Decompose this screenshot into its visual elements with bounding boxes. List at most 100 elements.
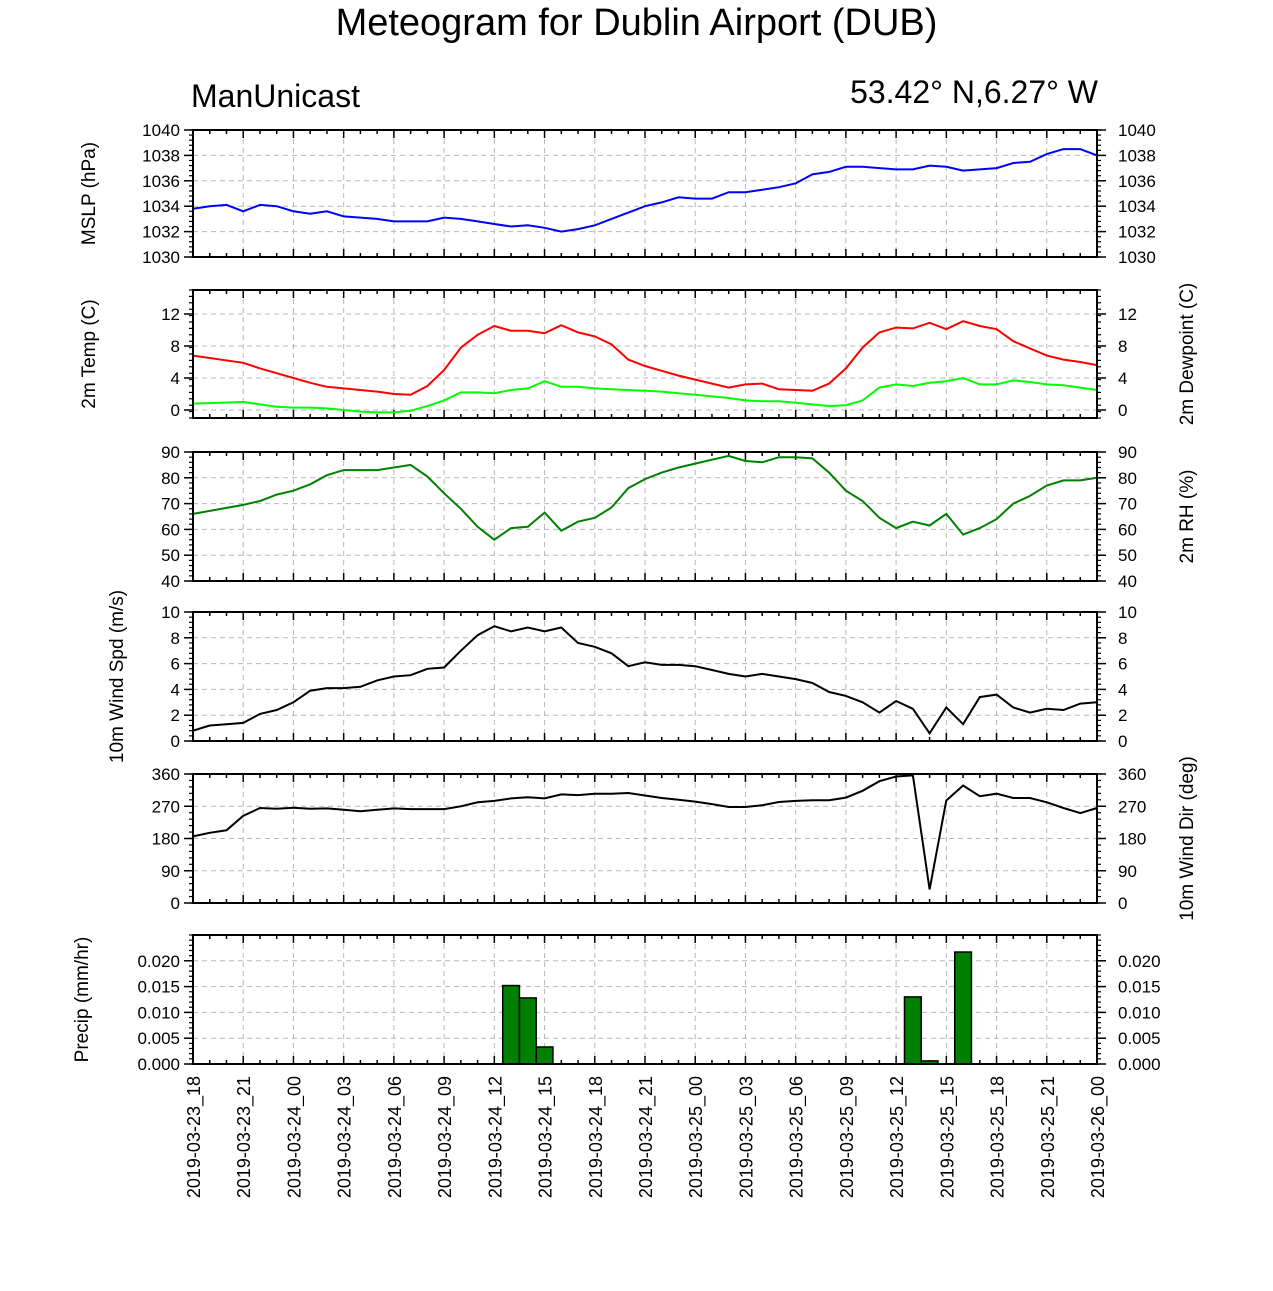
- panel-frame: [192, 289, 1098, 419]
- y-tick-label: 0.020: [137, 952, 180, 971]
- y-tick-label-right: 0: [1118, 894, 1127, 913]
- x-tick-label: 2019-03-24_09: [435, 1076, 456, 1198]
- y-tick-label-right: 50: [1118, 546, 1137, 565]
- y-tick-label-right: 80: [1118, 469, 1137, 488]
- x-tick-label: 2019-03-24_06: [385, 1076, 406, 1198]
- chart-title: Meteogram for Dublin Airport (DUB): [335, 2, 938, 44]
- x-tick-label: 2019-03-24_12: [485, 1076, 506, 1198]
- y-tick-label: 0.005: [137, 1029, 180, 1048]
- x-tick-label: 2019-03-25_12: [887, 1076, 908, 1198]
- y-tick-label-right: 0: [1118, 401, 1127, 420]
- panel-frame: [192, 129, 1098, 258]
- y-tick-label-right: 70: [1118, 495, 1137, 514]
- y-tick-label: 4: [171, 680, 180, 699]
- series-line-1: [192, 320, 1098, 396]
- y-tick-label: 70: [161, 495, 180, 514]
- precip-bar: [501, 984, 521, 1065]
- series-line-1: [192, 774, 1098, 890]
- y-tick-label: 0: [171, 732, 180, 751]
- y-tick-label: 0.000: [137, 1055, 180, 1074]
- y-tick-label: 1032: [142, 223, 180, 242]
- y-tick-label-right: 90: [1118, 862, 1137, 881]
- y-tick-label-right: 1038: [1118, 146, 1156, 165]
- y-axis-label: MSLP (hPa): [79, 142, 100, 245]
- x-tick-label: 2019-03-24_18: [586, 1076, 607, 1198]
- y-tick-label-right: 8: [1118, 337, 1127, 356]
- y-tick-label: 0: [171, 894, 180, 913]
- y-tick-label-right: 2: [1118, 706, 1127, 725]
- y-tick-label-right: 180: [1118, 830, 1146, 849]
- y-axis-label-right: 2m RH (%): [1177, 470, 1198, 564]
- x-axis: 2019-03-23_18 2019-03-23_21 2019-03-24_00 2…: [184, 1076, 1109, 1198]
- y-tick-label-right: 0.005: [1118, 1029, 1161, 1048]
- y-tick-label: 360: [152, 765, 180, 784]
- panel-6: 0.000 0.000 0.005 0.005 0.010 0.010 0.015 0.015…: [72, 934, 1161, 1074]
- y-tick-label: 180: [152, 830, 180, 849]
- y-tick-label: 60: [161, 520, 180, 539]
- y-tick-label-right: 40: [1118, 572, 1137, 591]
- x-tick-label: 2019-03-24_21: [636, 1076, 657, 1198]
- panel-5: 0 0 90 90 180 180 270 270 360 360 10m Wind Dir (de…: [152, 756, 1198, 921]
- station-coordinates: 53.42° N,6.27° W: [850, 74, 1098, 110]
- y-axis-label-right: 10m Wind Dir (deg): [1177, 756, 1198, 921]
- y-tick-label-right: 0.000: [1118, 1055, 1161, 1074]
- y-tick-label: 50: [161, 546, 180, 565]
- y-tick-label: 0: [171, 401, 180, 420]
- y-tick-label: 8: [171, 629, 180, 648]
- y-tick-label: 1040: [142, 121, 180, 140]
- x-tick-label: 2019-03-23_18: [184, 1076, 205, 1198]
- y-tick-label: 90: [161, 443, 180, 462]
- y-tick-label-right: 0.020: [1118, 952, 1161, 971]
- panel-1: 1030 1030 1032 1032 1034 1034 1036 1036 1038 1038…: [79, 121, 1156, 267]
- precip-bar: [535, 1046, 554, 1065]
- x-tick-label: 2019-03-25_15: [937, 1076, 958, 1198]
- y-tick-label: 40: [161, 572, 180, 591]
- y-tick-label-right: 90: [1118, 443, 1137, 462]
- y-tick-label-right: 8: [1118, 629, 1127, 648]
- x-tick-label: 2019-03-24_15: [536, 1076, 557, 1198]
- precip-bar: [903, 996, 922, 1065]
- y-tick-label: 270: [152, 797, 180, 816]
- x-tick-label: 2019-03-25_21: [1038, 1076, 1059, 1198]
- y-tick-label: 12: [161, 305, 180, 324]
- y-tick-label: 6: [171, 655, 180, 674]
- series-line-1: [192, 148, 1098, 233]
- series-line-2: [192, 376, 1098, 414]
- panel-frame: [192, 934, 1098, 1065]
- y-axis-label-right: 2m Dewpoint (C): [1177, 283, 1198, 426]
- y-axis-label: Precip (mm/hr): [72, 937, 93, 1063]
- panel-4: 0 0 2 2 4 4 6 6 8 8 10 10 10m Wind Spd (m/s): [107, 590, 1137, 763]
- x-tick-label: 2019-03-25_06: [787, 1076, 808, 1198]
- x-tick-label: 2019-03-25_00: [686, 1076, 707, 1198]
- x-tick-label: 2019-03-24_03: [335, 1076, 356, 1198]
- y-tick-label-right: 1034: [1118, 197, 1156, 216]
- x-tick-label: 2019-03-25_18: [988, 1076, 1009, 1198]
- y-tick-label-right: 1036: [1118, 172, 1156, 191]
- y-tick-label: 80: [161, 469, 180, 488]
- series-line-1: [192, 625, 1098, 736]
- y-tick-label: 10: [161, 603, 180, 622]
- y-tick-label: 90: [161, 862, 180, 881]
- y-tick-label-right: 4: [1118, 369, 1127, 388]
- precip-bar: [953, 951, 973, 1065]
- y-tick-label-right: 360: [1118, 765, 1146, 784]
- x-tick-label: 2019-03-24_00: [284, 1076, 305, 1198]
- y-tick-label-right: 4: [1118, 680, 1127, 699]
- y-tick-label-right: 10: [1118, 603, 1137, 622]
- y-tick-label-right: 1030: [1118, 248, 1156, 267]
- x-tick-label: 2019-03-26_00: [1088, 1076, 1109, 1198]
- y-tick-label-right: 60: [1118, 520, 1137, 539]
- y-tick-label: 1038: [142, 146, 180, 165]
- y-axis-label: 2m Temp (C): [79, 299, 100, 408]
- panel-2: 0 0 4 4 8 8 12 12 2m Temp (C) 2m Dewpoint (C): [79, 283, 1198, 426]
- x-tick-label: 2019-03-25_03: [736, 1076, 757, 1198]
- y-tick-label: 0.010: [137, 1003, 180, 1022]
- panel-frame: [192, 611, 1098, 742]
- model-name: ManUnicast: [191, 78, 360, 114]
- y-tick-label: 1036: [142, 172, 180, 191]
- y-tick-label-right: 0: [1118, 732, 1127, 751]
- y-axis-label: 10m Wind Spd (m/s): [107, 590, 128, 763]
- y-tick-label: 8: [171, 337, 180, 356]
- x-tick-label: 2019-03-25_09: [837, 1076, 858, 1198]
